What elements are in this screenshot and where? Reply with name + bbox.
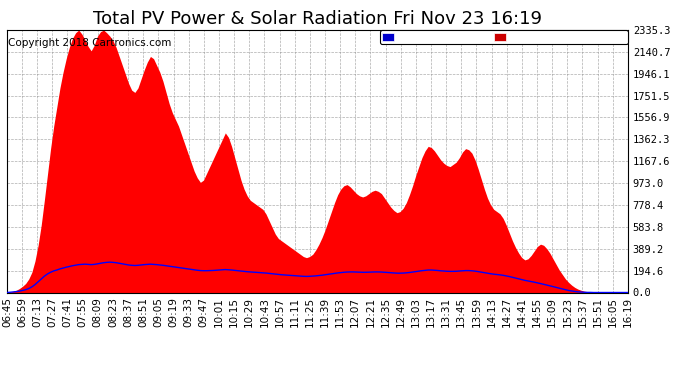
Title: Total PV Power & Solar Radiation Fri Nov 23 16:19: Total PV Power & Solar Radiation Fri Nov… <box>93 10 542 28</box>
Legend: Radiation (w/m2), PV Panels (DC Watts): Radiation (w/m2), PV Panels (DC Watts) <box>380 30 628 44</box>
Text: Copyright 2018 Cartronics.com: Copyright 2018 Cartronics.com <box>8 38 172 48</box>
